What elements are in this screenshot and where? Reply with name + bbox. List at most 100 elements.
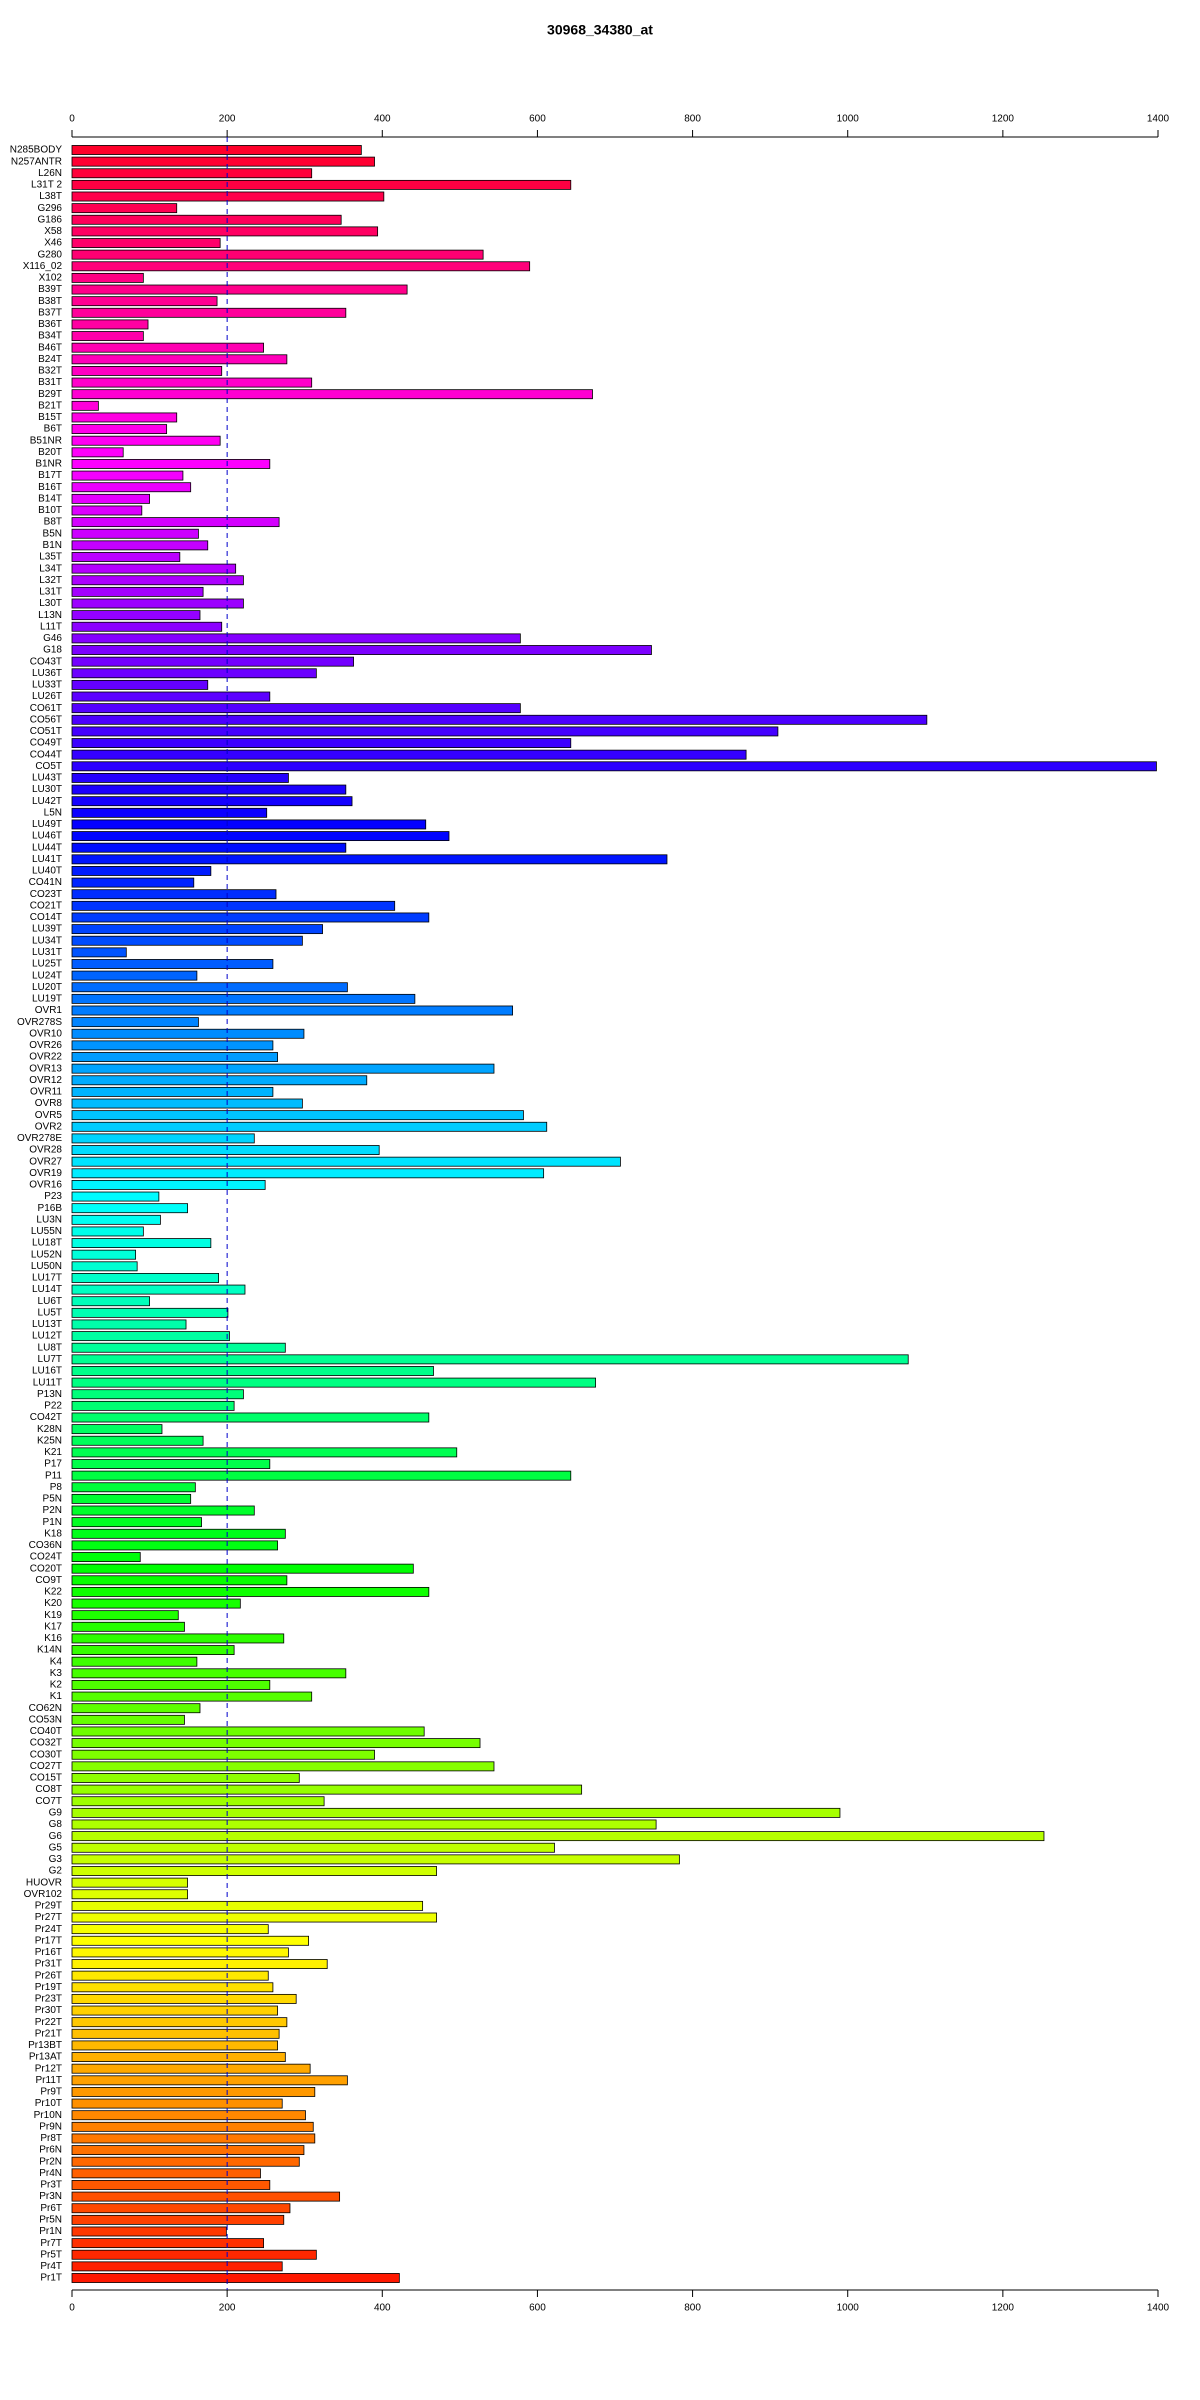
- y-tick-label: Pr11T: [36, 2075, 63, 2086]
- y-tick-label: HUOVR: [26, 1877, 62, 1888]
- y-tick-label: B10T: [38, 505, 62, 516]
- bar: [71, 563, 237, 574]
- y-tick-label: CO24T: [30, 1552, 62, 1563]
- bar: [71, 1459, 271, 1469]
- y-tick-label: P23: [44, 1191, 62, 1202]
- bar: [71, 1110, 524, 1121]
- y-tick-label: LU52N: [31, 1249, 62, 1260]
- y-tick-label: CO15T: [30, 1773, 62, 1784]
- y-tick-label: LU6T: [38, 1296, 62, 1307]
- x-tick-label: 1200: [992, 114, 1015, 125]
- y-tick-label: Pr2N: [39, 2156, 62, 2167]
- bar: [71, 819, 427, 830]
- bar: [71, 749, 747, 760]
- y-tick-label: CO62N: [29, 1703, 62, 1714]
- y-tick-label: B37T: [38, 307, 62, 318]
- bar: [71, 2145, 305, 2156]
- bar: [71, 459, 271, 469]
- bar: [71, 1482, 196, 1493]
- bar: [71, 145, 362, 155]
- bar: [71, 1947, 289, 1958]
- y-tick-label: OVR19: [29, 1168, 62, 1179]
- bar: [71, 2098, 283, 2109]
- y-tick-label: B38T: [38, 296, 62, 307]
- bar: [71, 319, 149, 330]
- y-tick-label: CO61T: [30, 703, 62, 714]
- y-tick-label: X116_02: [23, 261, 63, 272]
- x-tick-label: 800: [684, 114, 701, 125]
- y-tick-label: LU16T: [32, 1366, 62, 1377]
- y-tick-label: Pr5N: [39, 2214, 62, 2225]
- y-tick-label: CO40T: [30, 1726, 62, 1737]
- bar: [71, 1052, 278, 1062]
- x-tick-label: 1000: [837, 114, 860, 125]
- bar: [71, 493, 150, 504]
- y-tick-label: Pr23T: [35, 1994, 62, 2005]
- bar: [71, 1040, 274, 1051]
- bar: [71, 2017, 288, 2028]
- y-tick-label: LU25T: [32, 959, 62, 970]
- bar: [71, 168, 313, 179]
- y-tick-label: CO41N: [29, 877, 62, 888]
- bar: [71, 2133, 316, 2144]
- y-tick-label: OVR27: [29, 1156, 62, 1167]
- bar: [71, 866, 212, 876]
- bar: [71, 249, 484, 260]
- bar: [71, 889, 277, 900]
- bar: [71, 1412, 430, 1423]
- y-tick-label: K2: [50, 1680, 63, 1691]
- bar: [71, 772, 289, 783]
- x-tick-label: 800: [684, 2303, 701, 2314]
- bar: [71, 2156, 300, 2167]
- y-tick-label: LU42T: [32, 796, 62, 807]
- y-tick-label: OVR278E: [17, 1133, 62, 1144]
- y-tick-label: LU50N: [31, 1261, 62, 1272]
- y-tick-label: CO44T: [30, 749, 62, 760]
- y-tick-label: Pr19T: [35, 1982, 62, 1993]
- bar: [71, 679, 209, 690]
- bar: [71, 2040, 278, 2051]
- y-tick-label: K21: [44, 1447, 62, 1458]
- y-tick-label: L31T: [39, 587, 62, 598]
- bar: [71, 1726, 425, 1737]
- bar: [71, 1005, 514, 1016]
- y-tick-label: P16B: [38, 1203, 63, 1214]
- bar: [71, 1098, 303, 1109]
- bar: [71, 1877, 188, 1888]
- bar: [71, 598, 244, 609]
- y-tick-label: B16T: [38, 482, 62, 493]
- y-tick-label: B6T: [44, 424, 62, 435]
- y-tick-label: Pr10N: [34, 2110, 62, 2121]
- y-tick-label: G296: [38, 203, 63, 214]
- y-tick-label: B39T: [38, 284, 62, 295]
- bar: [71, 1796, 325, 1807]
- bar: [71, 226, 379, 237]
- bar: [71, 1203, 188, 1214]
- bar: [71, 1656, 198, 1667]
- bar: [71, 656, 354, 667]
- bar: [71, 1982, 274, 1993]
- y-tick-label: N257ANTR: [11, 156, 62, 167]
- y-tick-label: B29T: [38, 389, 62, 400]
- bar: [71, 2087, 316, 2097]
- y-tick-label: LU41T: [32, 854, 62, 865]
- y-tick-label: B32T: [38, 366, 62, 377]
- bar: [71, 1831, 1045, 1842]
- bar: [71, 1854, 680, 1865]
- bar: [71, 1993, 297, 2004]
- bar: [71, 1214, 161, 1225]
- bar: [71, 552, 181, 562]
- bar: [71, 389, 593, 400]
- bar: [71, 586, 204, 597]
- bar: [71, 191, 385, 202]
- y-tick-label: CO32T: [30, 1738, 62, 1749]
- bar: [71, 214, 342, 225]
- x-tick-label: 1400: [1147, 2303, 1170, 2314]
- y-tick-label: Pr1N: [39, 2226, 62, 2237]
- y-tick-label: LU7T: [38, 1354, 62, 1365]
- y-tick-label: Pr9T: [40, 2087, 62, 2098]
- bar: [71, 1563, 414, 1574]
- bar: [71, 877, 195, 888]
- y-tick-label: G3: [49, 1854, 63, 1865]
- bar: [71, 1749, 375, 1760]
